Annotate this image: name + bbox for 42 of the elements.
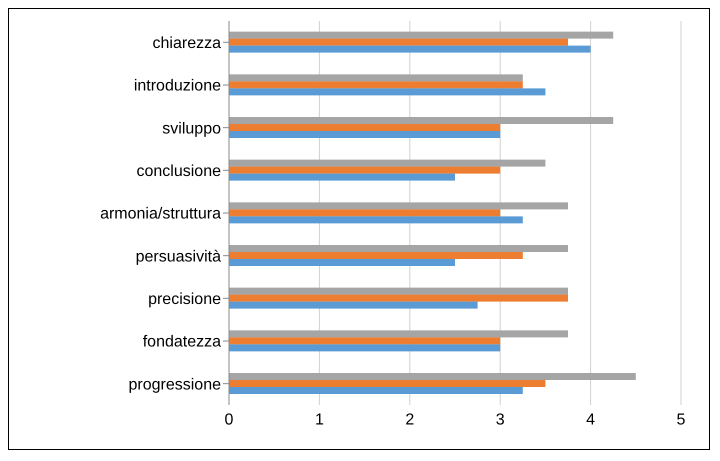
bar [229,216,523,224]
bar [229,88,546,96]
bar [229,294,568,302]
x-tick-label: 4 [586,411,596,428]
bar [229,209,500,216]
bar [229,166,500,174]
y-tick-label: fondatezza [142,334,222,351]
bar [229,288,568,295]
bar [229,259,455,266]
bar [229,38,568,46]
y-tick-label: introduzione [134,78,222,95]
bar [229,202,568,210]
bar [229,344,500,352]
bar [229,124,500,131]
x-tick-label: 3 [496,411,505,428]
bar [229,81,523,88]
bar [229,32,614,39]
x-tick-label: 0 [224,411,234,428]
y-tick-label: sviluppo [162,120,222,138]
bar [229,174,455,181]
y-tick-label: chiarezza [152,35,222,52]
bar [229,131,500,138]
bar [229,387,523,394]
bar [229,245,568,252]
y-tick-label: progressione [128,376,222,394]
bar [229,74,523,82]
bar [229,373,636,380]
y-tick-label: armonia/struttura [100,206,222,223]
x-tick-label: 2 [405,411,414,428]
bar [229,252,523,259]
y-tick-label: precisione [148,291,222,308]
bar [229,117,614,124]
x-tick-label: 1 [314,411,324,428]
bar [229,302,478,309]
bar [229,46,591,53]
x-tick-label: 5 [676,411,686,428]
bar [229,330,568,338]
y-tick-label: persuasività [136,248,222,266]
bar [229,380,546,387]
bar [229,160,546,167]
bar [229,337,500,344]
y-tick-label: conclusione [136,163,222,180]
